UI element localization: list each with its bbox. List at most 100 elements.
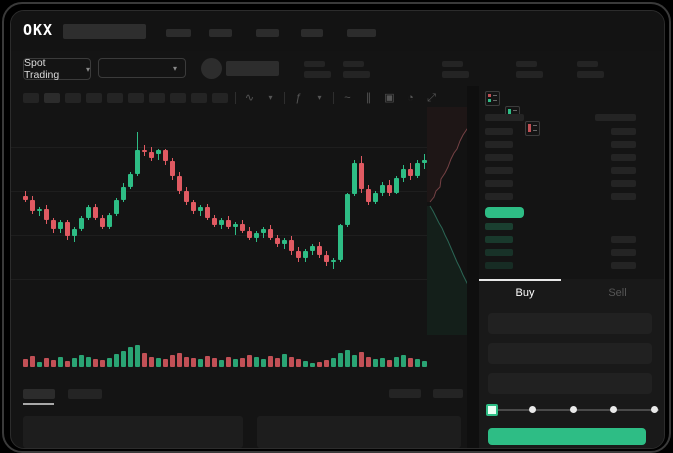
candle-wick bbox=[263, 227, 264, 239]
panel-divider bbox=[467, 86, 479, 448]
candle-body bbox=[303, 251, 308, 259]
coin-avatar bbox=[201, 58, 222, 79]
volume-bar bbox=[44, 358, 49, 367]
candle-body bbox=[191, 201, 196, 211]
timer-icon[interactable]: ◔ bbox=[407, 92, 414, 104]
chevron-down-icon[interactable]: ▾ bbox=[317, 93, 322, 102]
volume-bar bbox=[275, 358, 280, 367]
chart-region[interactable] bbox=[11, 107, 480, 379]
volume-bar bbox=[177, 353, 182, 367]
price-input[interactable] bbox=[488, 313, 652, 334]
interval-btn-1[interactable] bbox=[23, 93, 39, 103]
slider-handle[interactable] bbox=[486, 404, 498, 416]
tab-buy[interactable]: Buy bbox=[479, 281, 571, 305]
candle-body bbox=[156, 150, 161, 155]
candle-wick bbox=[333, 258, 334, 270]
line-style-icon[interactable]: ∿ bbox=[244, 92, 255, 104]
chart-tool-icons: ∿ ▾ ƒ ▾ ~ ∥ ▣ ◔ ⤢ bbox=[235, 90, 439, 106]
volume-bar bbox=[352, 355, 357, 367]
candle-body bbox=[177, 176, 182, 191]
interval-btn-3[interactable] bbox=[65, 93, 81, 103]
gridline bbox=[11, 191, 466, 192]
candle-body bbox=[128, 174, 133, 188]
indicators-icon[interactable]: ƒ bbox=[295, 92, 302, 104]
app-window: OKX Spot Trading ▾ ▾ bbox=[10, 10, 665, 449]
nav-search-placeholder[interactable] bbox=[63, 24, 146, 39]
volume-bar bbox=[394, 357, 399, 367]
amount-slider[interactable] bbox=[486, 404, 659, 416]
nav-item-1[interactable] bbox=[166, 29, 191, 37]
candle-body bbox=[142, 150, 147, 153]
compare-icon[interactable]: ∥ bbox=[365, 92, 372, 104]
volume-bar bbox=[240, 358, 245, 367]
candle-body bbox=[296, 251, 301, 259]
amount-input[interactable] bbox=[488, 343, 652, 364]
volume-bar bbox=[282, 354, 287, 367]
interval-btn-4[interactable] bbox=[86, 93, 102, 103]
last-price-highlight[interactable] bbox=[485, 207, 524, 218]
slider-step-dot[interactable] bbox=[610, 406, 618, 413]
submit-buy-button[interactable] bbox=[488, 428, 646, 445]
bottom-tab-1[interactable] bbox=[23, 389, 55, 399]
slider-step-dot[interactable] bbox=[569, 406, 577, 413]
interval-btn-10[interactable] bbox=[212, 93, 228, 103]
candle-body bbox=[268, 229, 273, 239]
interval-btn-5[interactable] bbox=[107, 93, 123, 103]
nav-item-5[interactable] bbox=[347, 29, 376, 37]
bottom-action-2[interactable] bbox=[433, 389, 463, 398]
candle-body bbox=[261, 229, 266, 233]
candle-body bbox=[394, 177, 399, 193]
nav-item-4[interactable] bbox=[301, 29, 323, 37]
trade-mode-selector[interactable]: Spot Trading ▾ bbox=[23, 57, 91, 81]
fullscreen-icon[interactable]: ⤢ bbox=[427, 92, 436, 104]
volume-bar bbox=[86, 357, 91, 367]
slider-step-dot[interactable] bbox=[528, 406, 536, 413]
chevron-down-icon[interactable]: ▾ bbox=[268, 93, 273, 102]
candle-body bbox=[170, 161, 175, 177]
volume-bar bbox=[170, 355, 175, 367]
active-tab-indicator bbox=[479, 279, 561, 281]
active-tab-underline bbox=[23, 403, 54, 405]
wave-icon[interactable]: ~ bbox=[344, 92, 351, 104]
volume-bar bbox=[380, 358, 385, 367]
volume-bar bbox=[408, 358, 413, 367]
candle-body bbox=[219, 219, 224, 226]
candle-body bbox=[93, 207, 98, 219]
volume-bar bbox=[324, 360, 329, 367]
volume-bar bbox=[128, 347, 133, 367]
volume-bar bbox=[191, 358, 196, 367]
slider-step-dot[interactable] bbox=[651, 406, 658, 413]
candle-body bbox=[23, 196, 28, 200]
chart-toolbar: ∿ ▾ ƒ ▾ ~ ∥ ▣ ◔ ⤢ bbox=[11, 87, 466, 109]
volume-bar bbox=[100, 360, 105, 367]
camera-icon[interactable]: ▣ bbox=[384, 92, 395, 104]
candle-body bbox=[408, 168, 413, 177]
candle-wick bbox=[158, 148, 159, 160]
bottom-tab-2[interactable] bbox=[68, 389, 102, 399]
candle-body bbox=[415, 163, 420, 177]
total-input[interactable] bbox=[488, 373, 652, 394]
nav-item-3[interactable] bbox=[256, 29, 279, 37]
tab-sell[interactable]: Sell bbox=[571, 281, 664, 305]
market-bar: Spot Trading ▾ ▾ bbox=[11, 51, 664, 86]
book-col-header-amount bbox=[595, 114, 636, 121]
candle-wick bbox=[235, 221, 236, 235]
interval-btn-9[interactable] bbox=[191, 93, 207, 103]
book-combined-view-icon[interactable] bbox=[485, 91, 500, 106]
book-asks-view-icon[interactable] bbox=[525, 121, 540, 136]
interval-btn-8[interactable] bbox=[170, 93, 186, 103]
volume-bar bbox=[233, 359, 238, 367]
bottom-action-1[interactable] bbox=[389, 389, 421, 398]
nav-item-2[interactable] bbox=[209, 29, 232, 37]
interval-btn-7[interactable] bbox=[149, 93, 165, 103]
volume-bar bbox=[359, 352, 364, 367]
stat-value-4 bbox=[516, 71, 543, 78]
volume-bar bbox=[149, 357, 154, 367]
interval-btn-6[interactable] bbox=[128, 93, 144, 103]
pair-dropdown[interactable]: ▾ bbox=[98, 58, 186, 78]
candle-body bbox=[352, 163, 357, 195]
candle-body bbox=[212, 218, 217, 226]
interval-btn-2[interactable] bbox=[44, 93, 60, 103]
volume-bar bbox=[268, 356, 273, 367]
